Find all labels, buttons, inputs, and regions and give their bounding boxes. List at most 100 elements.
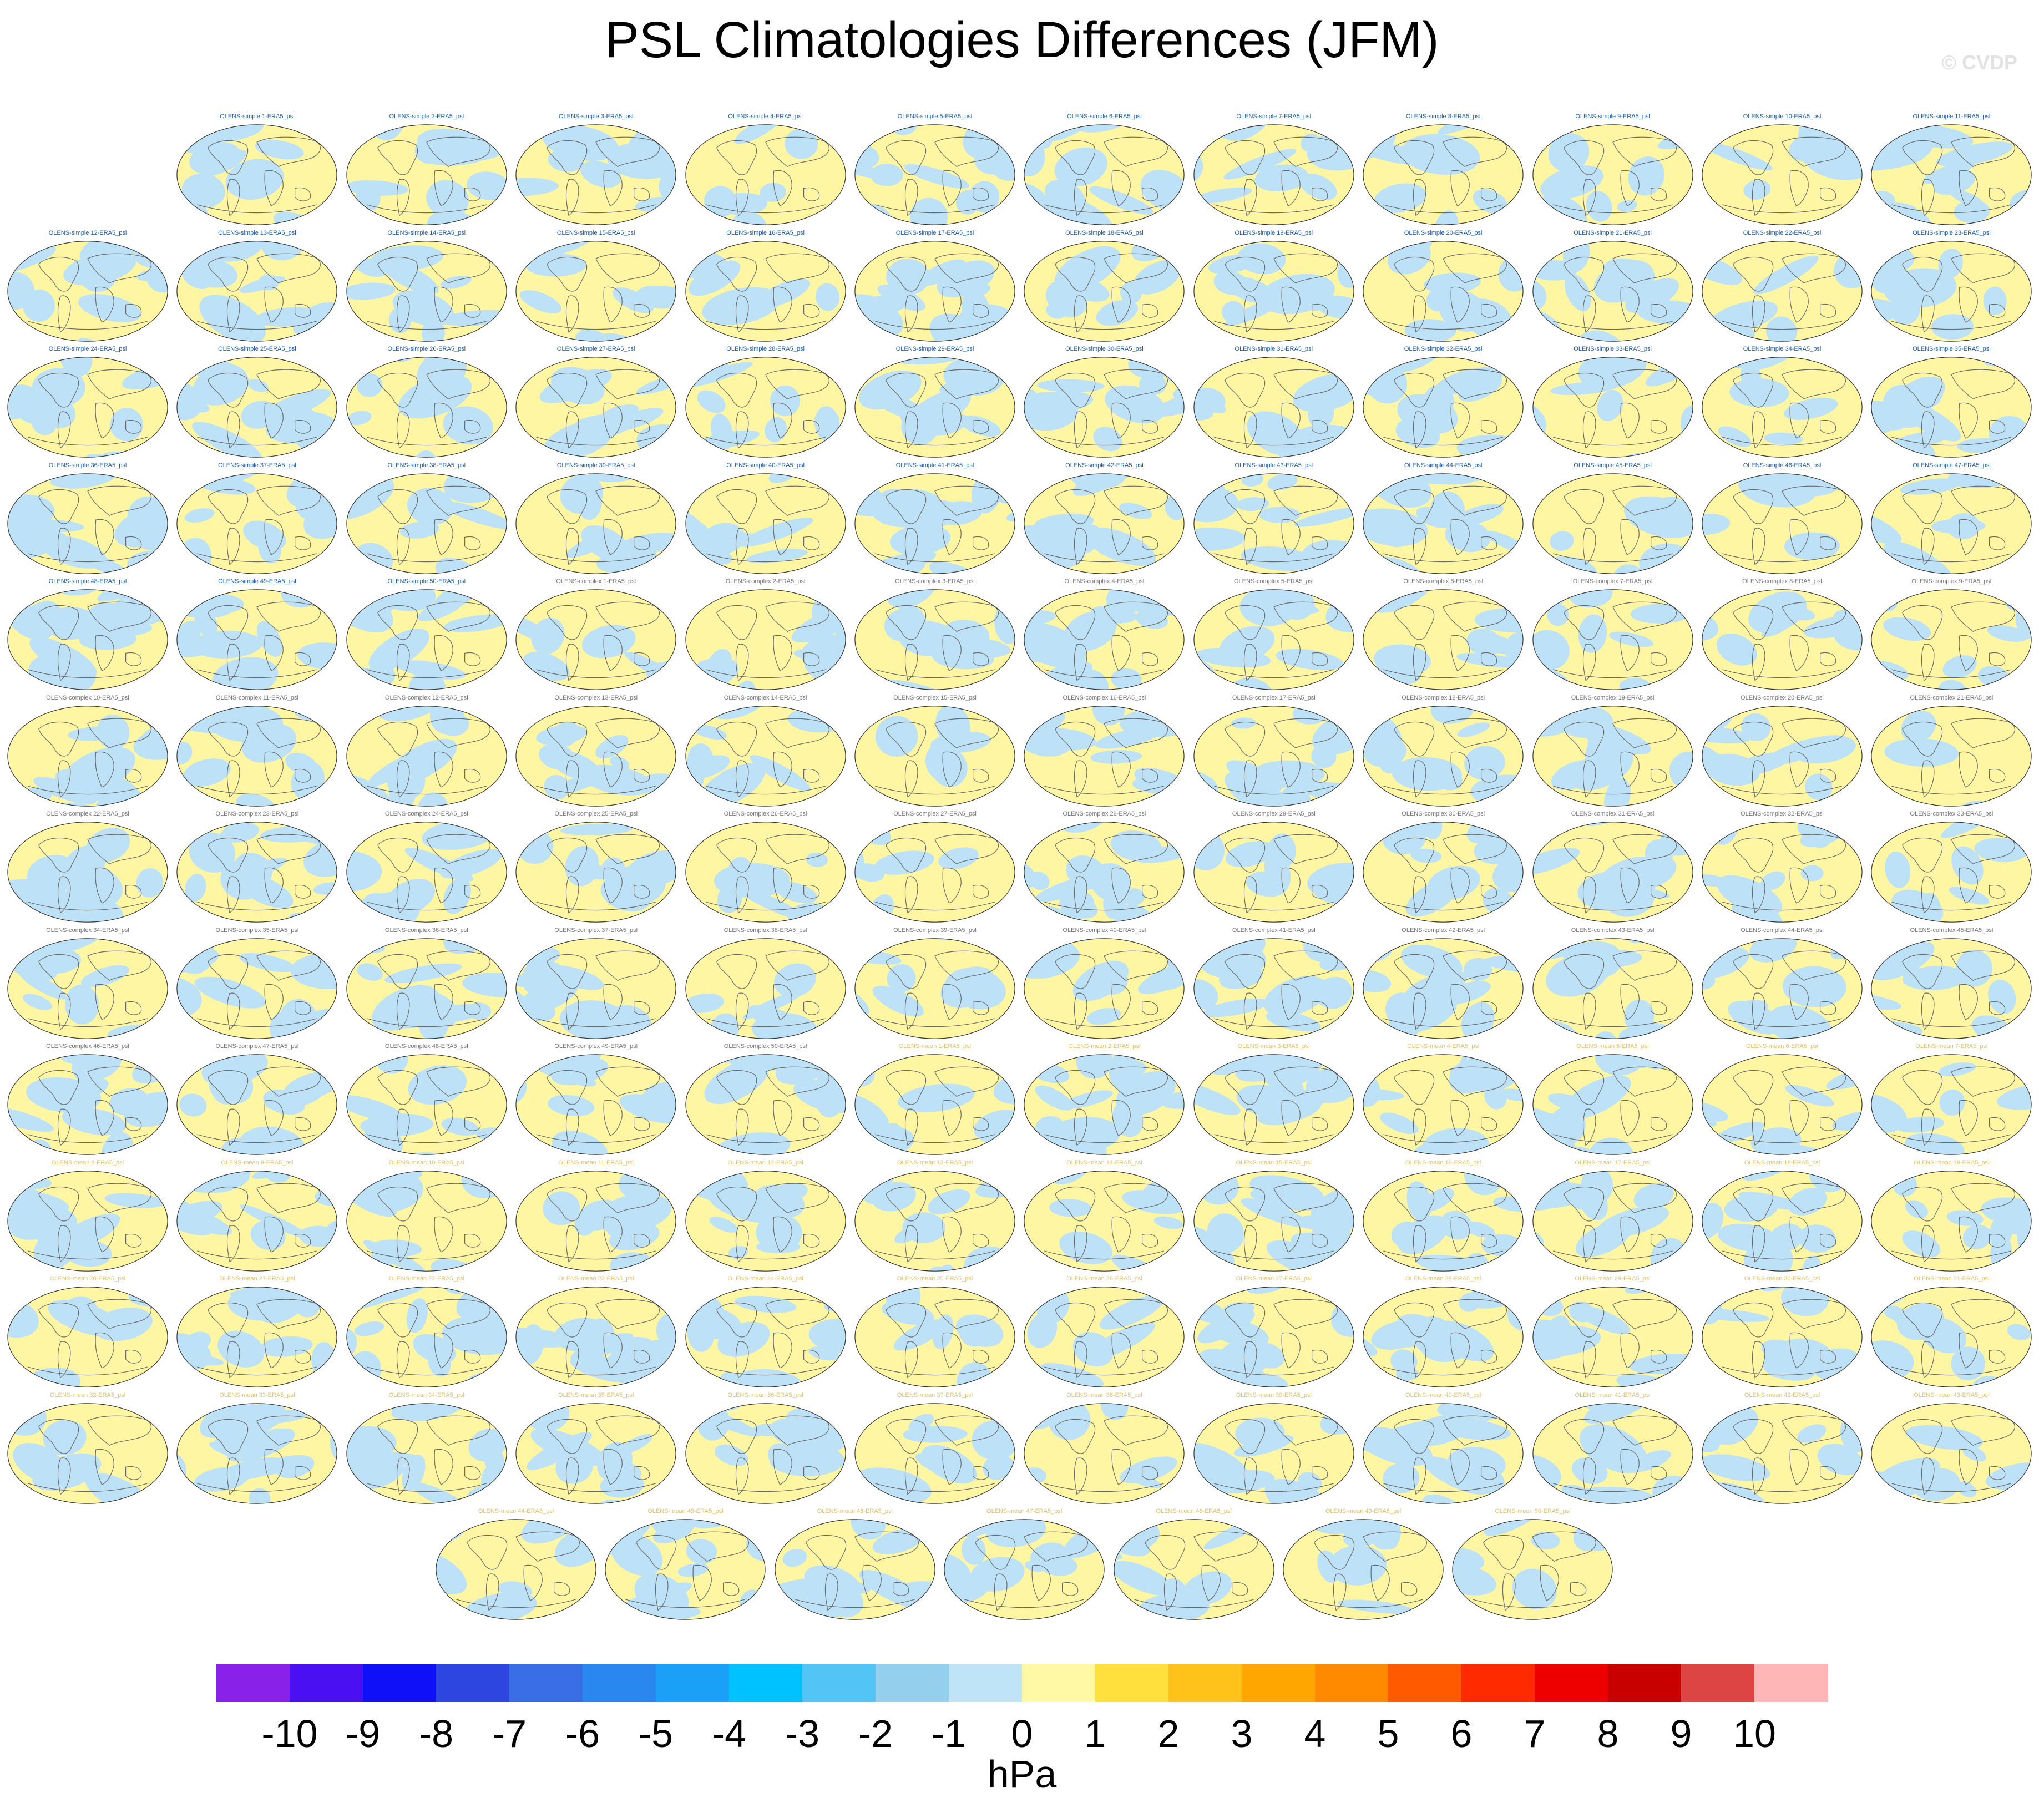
globe-map: [1532, 1054, 1693, 1155]
map-panel: OLENS-mean 22-ERA5_psl: [343, 1275, 510, 1392]
map-panel: OLENS-mean 20-ERA5_psl: [4, 1275, 171, 1392]
map-panel: OLENS-complex 12-ERA5_psl: [343, 695, 510, 811]
panel-title: OLENS-complex 30-ERA5_psl: [1402, 811, 1485, 817]
panel-title: OLENS-mean 2-ERA5_psl: [1068, 1043, 1141, 1050]
colorbar-swatch: [1022, 1664, 1096, 1702]
map-panel: OLENS-simple 19-ERA5_psl: [1191, 230, 1357, 346]
cvdp-watermark: © CVDP: [1941, 51, 2017, 74]
colorbar-swatch: [509, 1664, 583, 1702]
globe-map: [1702, 124, 1863, 225]
panel-title: OLENS-complex 1-ERA5_psl: [556, 578, 636, 585]
globe-map: [515, 1402, 676, 1504]
globe-map: [775, 1519, 935, 1620]
map-panel: OLENS-simple 44-ERA5_psl: [1360, 462, 1526, 579]
map-panel: OLENS-simple 7-ERA5_psl: [1191, 113, 1357, 230]
globe-map: [1871, 1402, 2032, 1504]
globe-map: [1871, 1287, 2032, 1387]
colorbar-tick-label: -10: [261, 1712, 318, 1755]
map-panel: OLENS-simple 41-ERA5_psl: [852, 462, 1018, 579]
map-panel: OLENS-complex 5-ERA5_psl: [1191, 578, 1357, 695]
globe-map: [1113, 1519, 1274, 1620]
globe-map: [346, 1170, 507, 1272]
panel-title: OLENS-complex 44-ERA5_psl: [1741, 926, 1824, 934]
colorbar: [216, 1664, 1828, 1702]
globe-map: [1363, 822, 1524, 923]
panel-title: OLENS-mean 47-ERA5_psl: [986, 1508, 1063, 1515]
panel-title: OLENS-simple 29-ERA5_psl: [895, 346, 974, 352]
panel-title: OLENS-complex 28-ERA5_psl: [1063, 811, 1146, 817]
colorbar-swatch: [1535, 1664, 1608, 1702]
panel-title: OLENS-simple 2-ERA5_psl: [389, 113, 464, 120]
panel-title: OLENS-simple 41-ERA5_psl: [895, 462, 974, 469]
map-panel: OLENS-complex 48-ERA5_psl: [343, 1043, 510, 1159]
map-panel: OLENS-mean 44-ERA5_psl: [433, 1508, 599, 1624]
map-panel: OLENS-complex 46-ERA5_psl: [4, 1043, 171, 1159]
globe-map: [1532, 1287, 1693, 1387]
globe-map: [346, 240, 507, 342]
globe-map: [515, 589, 676, 690]
panel-title: OLENS-simple 36-ERA5_psl: [48, 462, 127, 469]
globe-map: [515, 822, 676, 923]
globe-map: [176, 1287, 338, 1387]
panel-title: OLENS-mean 44-ERA5_psl: [478, 1508, 554, 1515]
panel-title: OLENS-mean 37-ERA5_psl: [897, 1391, 973, 1399]
globe-map: [1871, 705, 2032, 807]
panel-title: OLENS-complex 11-ERA5_psl: [215, 694, 298, 701]
panel-title: OLENS-mean 23-ERA5_psl: [558, 1275, 634, 1282]
globe-map: [1363, 357, 1524, 458]
panel-title: OLENS-complex 7-ERA5_psl: [1572, 578, 1653, 585]
map-panel: OLENS-complex 39-ERA5_psl: [852, 927, 1018, 1044]
panel-title: OLENS-mean 13-ERA5_psl: [897, 1159, 973, 1166]
panel-title: OLENS-complex 18-ERA5_psl: [1402, 694, 1485, 701]
globe-map: [854, 938, 1015, 1039]
panel-title: OLENS-mean 16-ERA5_psl: [1405, 1159, 1481, 1166]
panel-title: OLENS-mean 46-ERA5_psl: [817, 1508, 893, 1515]
globe-map: [605, 1519, 766, 1620]
colorbar-tick-label: -6: [565, 1712, 600, 1755]
panel-title: OLENS-mean 27-ERA5_psl: [1236, 1275, 1312, 1282]
map-panel: OLENS-mean 18-ERA5_psl: [1699, 1159, 1865, 1276]
globe-map: [176, 240, 338, 342]
panel-title: OLENS-complex 35-ERA5_psl: [215, 926, 299, 934]
globe-map: [1193, 473, 1354, 574]
map-panel: OLENS-complex 16-ERA5_psl: [1021, 695, 1187, 811]
panel-title: OLENS-mean 32-ERA5_psl: [49, 1391, 126, 1399]
panel-title: OLENS-mean 10-ERA5_psl: [388, 1159, 464, 1166]
map-panel: OLENS-complex 43-ERA5_psl: [1530, 927, 1696, 1044]
map-panel: OLENS-simple 17-ERA5_psl: [852, 230, 1018, 346]
panel-title: OLENS-complex 31-ERA5_psl: [1571, 811, 1655, 817]
map-panel: OLENS-mean 12-ERA5_psl: [682, 1159, 849, 1276]
panel-title: OLENS-simple 9-ERA5_psl: [1575, 113, 1650, 120]
globe-map: [1193, 1402, 1354, 1504]
globe-map: [1702, 589, 1863, 690]
globe-map: [7, 822, 168, 923]
panel-title: OLENS-mean 7-ERA5_psl: [1915, 1043, 1988, 1050]
globe-map: [685, 1170, 846, 1272]
globe-map: [7, 589, 168, 690]
map-panel: OLENS-complex 31-ERA5_psl: [1530, 811, 1696, 927]
panel-title: OLENS-simple 21-ERA5_psl: [1574, 229, 1652, 236]
map-panel: OLENS-mean 46-ERA5_psl: [772, 1508, 938, 1624]
globe-map: [854, 1054, 1015, 1155]
map-panel: OLENS-complex 8-ERA5_psl: [1699, 578, 1865, 695]
colorbar-tick-label: 4: [1304, 1712, 1326, 1755]
panel-title: OLENS-simple 47-ERA5_psl: [1913, 462, 1991, 469]
globe-map: [7, 473, 168, 574]
globe-map: [1702, 1287, 1863, 1387]
panel-title: OLENS-simple 43-ERA5_psl: [1235, 462, 1313, 469]
panel-title: OLENS-simple 42-ERA5_psl: [1065, 462, 1144, 469]
map-panel: OLENS-mean 21-ERA5_psl: [174, 1275, 340, 1392]
map-panel: OLENS-simple 20-ERA5_psl: [1360, 230, 1526, 346]
map-panel: OLENS-simple 18-ERA5_psl: [1021, 230, 1187, 346]
map-panel: OLENS-mean 28-ERA5_psl: [1360, 1275, 1526, 1392]
panel-title: OLENS-simple 3-ERA5_psl: [558, 113, 634, 120]
map-panel: OLENS-complex 32-ERA5_psl: [1699, 811, 1865, 927]
globe-map: [685, 938, 846, 1039]
map-panel: OLENS-complex 35-ERA5_psl: [174, 927, 340, 1044]
panel-title: OLENS-complex 38-ERA5_psl: [724, 926, 807, 934]
globe-map: [1193, 822, 1354, 923]
globe-map: [854, 357, 1015, 458]
panel-title: OLENS-complex 4-ERA5_psl: [1064, 578, 1145, 585]
globe-map: [7, 240, 168, 342]
globe-map: [685, 357, 846, 458]
